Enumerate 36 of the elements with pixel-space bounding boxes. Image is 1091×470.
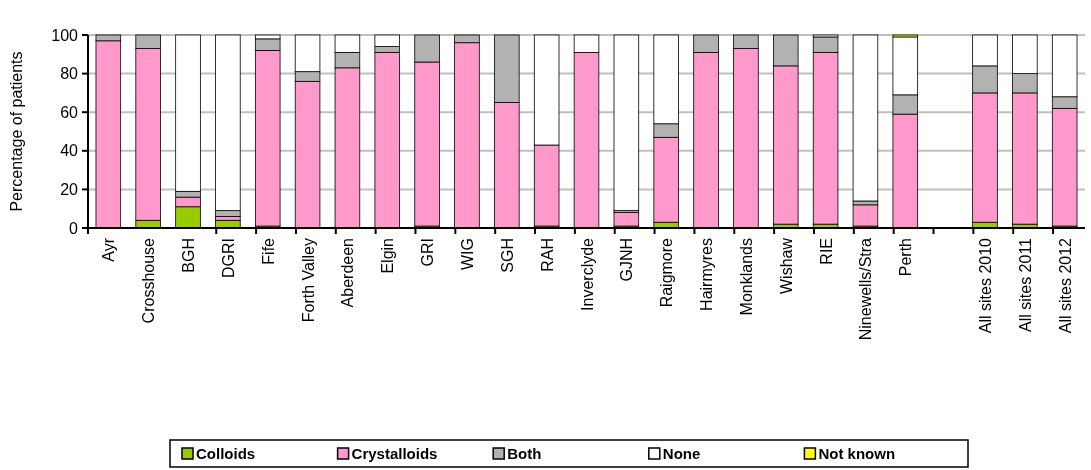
legend-label: None [662, 444, 701, 462]
x-tick-label: GRI [419, 238, 437, 267]
x-tick-label: RIE [817, 238, 835, 265]
x-tick-label: Ninewells/Stra [857, 237, 875, 341]
x-tick-label: Forth Valley [299, 238, 317, 323]
x-tick-label: All sites 2010 [976, 237, 994, 334]
x-tick-label: GJNH [618, 238, 636, 282]
x-tick-label: BGH [180, 238, 198, 273]
legend-label: Both [507, 444, 542, 462]
legend-label: Crystalloids [351, 444, 438, 462]
y-tick-label: 100 [51, 26, 79, 44]
x-tick-label: Aberdeen [339, 238, 357, 308]
x-tick-label: Perth [897, 238, 915, 277]
x-tick-label: DGRI [219, 238, 237, 278]
y-tick-label: 20 [60, 181, 79, 198]
y-tick-label: 40 [60, 142, 79, 160]
y-tick-label: 60 [60, 103, 79, 121]
x-tick-label: Inverclyde [578, 237, 596, 311]
y-tick-label: 80 [60, 65, 79, 83]
x-tick-label: Elgin [379, 238, 397, 274]
legend-label: Colloids [196, 444, 256, 462]
x-tick-label: Fife [259, 237, 277, 265]
x-tick-label: RAH [538, 238, 556, 272]
x-tick-label: Raigmore [658, 237, 676, 308]
x-tick-label: Wishaw [777, 237, 795, 295]
x-tick-label: Monklands [737, 238, 755, 316]
x-tick-label: All sites 2012 [1056, 237, 1074, 334]
x-tick-label: Hairmyres [698, 238, 716, 311]
x-tick-label: Ayr [100, 237, 118, 262]
legend-label: Not known [818, 444, 896, 462]
x-tick-label: WIG [458, 238, 476, 270]
y-axis-title: Percentage of patients [8, 51, 25, 212]
x-tick-label: All sites 2011 [1016, 237, 1034, 332]
y-tick-label: 0 [69, 219, 79, 237]
x-tick-label: Crosshouse [140, 237, 158, 324]
x-tick-label: SGH [498, 238, 516, 273]
